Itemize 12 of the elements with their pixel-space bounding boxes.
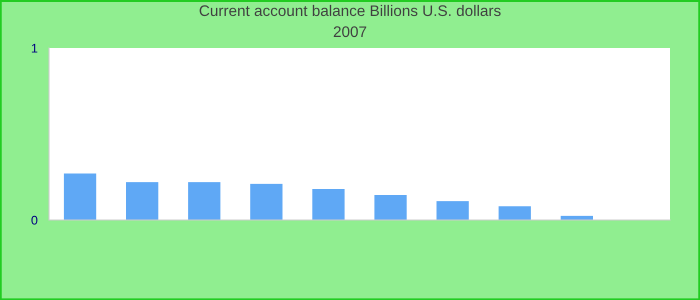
bar <box>64 174 96 220</box>
bar <box>188 182 220 220</box>
bar <box>498 206 531 220</box>
bar <box>374 195 407 220</box>
bar <box>250 184 282 220</box>
chart-title: Current account balance Billions U.S. dollars <box>200 4 501 16</box>
y-tick-label: 0 <box>31 216 38 225</box>
bar <box>436 201 469 220</box>
bar <box>126 182 158 220</box>
bar <box>312 189 345 220</box>
chart-subtitle: 2007 <box>334 26 366 38</box>
y-tick-label: 1 <box>32 44 38 53</box>
